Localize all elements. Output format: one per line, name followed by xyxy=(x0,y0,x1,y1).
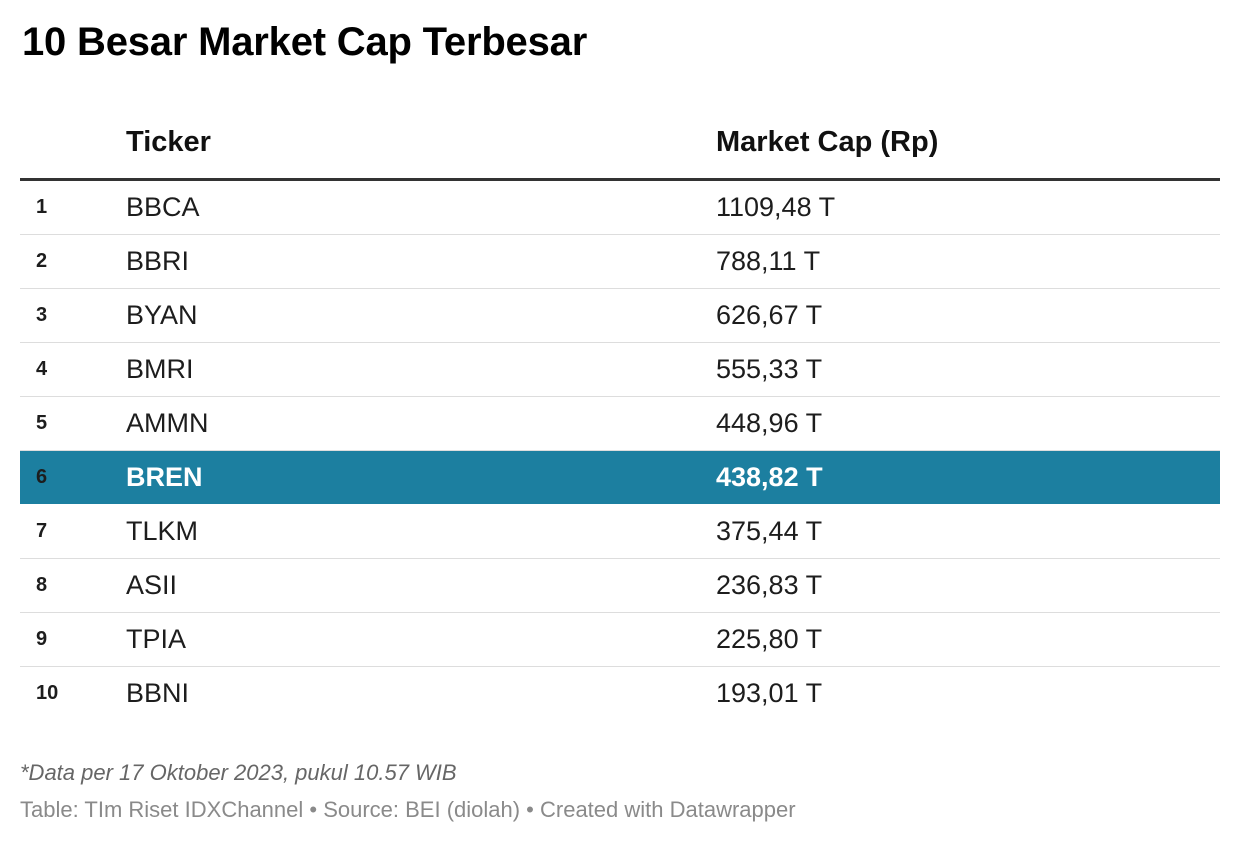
row-market-cap: 555,33 T xyxy=(716,354,823,384)
row-ticker: BYAN xyxy=(126,300,198,330)
row-ticker: BREN xyxy=(126,462,203,492)
data-note: *Data per 17 Oktober 2023, pukul 10.57 W… xyxy=(20,760,457,785)
table-row: 10 BBNI 193,01 T xyxy=(20,667,1220,720)
table-row: 8 ASII 236,83 T xyxy=(20,559,1220,613)
row-ticker: BBNI xyxy=(126,678,190,708)
row-market-cap: 193,01 T xyxy=(716,678,823,708)
row-rank: 2 xyxy=(36,250,48,272)
row-market-cap: 375,44 T xyxy=(716,516,823,546)
row-market-cap: 788,11 T xyxy=(716,246,821,276)
market-cap-table: Ticker Market Cap (Rp) 1 BBCA 1109,48 T 2 BB… xyxy=(20,114,1220,720)
table-row: 2 BBRI 788,11 T xyxy=(20,235,1220,289)
row-rank: 6 xyxy=(36,466,48,488)
column-header-market-cap: Market Cap (Rp) xyxy=(716,126,939,158)
row-market-cap: 626,67 T xyxy=(716,300,823,330)
row-ticker: BBCA xyxy=(126,192,200,222)
row-rank: 4 xyxy=(36,358,48,380)
row-rank: 7 xyxy=(36,520,48,542)
row-market-cap: 225,80 T xyxy=(716,624,823,654)
table-header: Ticker Market Cap (Rp) xyxy=(20,114,1220,181)
row-rank: 8 xyxy=(36,574,48,596)
row-rank: 1 xyxy=(36,196,48,218)
row-ticker: AMMN xyxy=(126,408,209,438)
table-row: 9 TPIA 225,80 T xyxy=(20,613,1220,667)
row-rank: 10 xyxy=(36,682,59,704)
row-rank: 5 xyxy=(36,412,48,434)
row-rank: 9 xyxy=(36,628,48,650)
row-ticker: BBRI xyxy=(126,246,190,276)
row-market-cap: 438,82 T xyxy=(716,462,823,492)
source-footer: Table: TIm Riset IDXChannel • Source: BE… xyxy=(20,797,796,822)
table-row: 4 BMRI 555,33 T xyxy=(20,343,1220,397)
row-market-cap: 236,83 T xyxy=(716,570,823,600)
row-market-cap: 448,96 T xyxy=(716,408,823,438)
row-ticker: BMRI xyxy=(126,354,194,384)
table-row: 1 BBCA 1109,48 T xyxy=(20,181,1220,235)
table-body: 1 BBCA 1109,48 T 2 BBRI 788,11 T 3 BYAN 626,67 T… xyxy=(20,181,1220,720)
column-header-ticker: Ticker xyxy=(126,126,211,158)
row-rank: 3 xyxy=(36,304,48,326)
chart-title: 10 Besar Market Cap Terbesar xyxy=(22,20,588,64)
table-row: 7 TLKM 375,44 T xyxy=(20,505,1220,559)
table-row: 3 BYAN 626,67 T xyxy=(20,289,1220,343)
table-row: 5 AMMN 448,96 T xyxy=(20,397,1220,451)
row-ticker: TLKM xyxy=(126,516,199,546)
table-row: 6 BREN 438,82 T xyxy=(20,451,1220,505)
row-ticker: TPIA xyxy=(126,624,187,654)
row-market-cap: 1109,48 T xyxy=(716,192,836,222)
row-ticker: ASII xyxy=(126,570,178,600)
